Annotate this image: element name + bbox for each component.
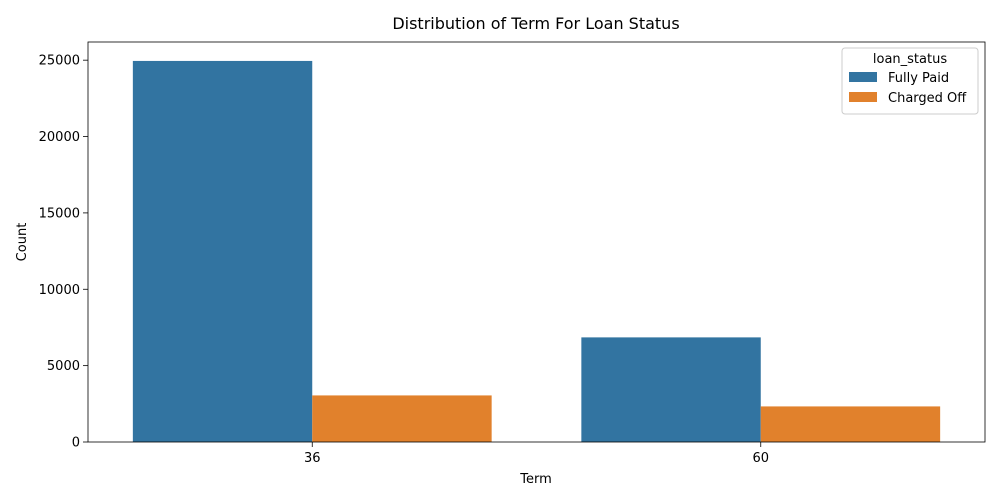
legend-title: loan_status [873,52,947,67]
legend-swatch-charged-off [849,92,877,102]
bar-fully-paid-36 [132,60,313,442]
legend: loan_status Fully Paid Charged Off [841,47,979,115]
y-axis: 0 5000 10000 15000 20000 25000 [39,54,88,451]
bar-charged-off-36 [312,395,492,442]
y-tick-label: 10000 [39,283,80,298]
y-tick-label: 15000 [39,206,80,221]
y-axis-title: Count [15,223,30,262]
y-tick-label: 0 [72,436,80,451]
bars-layer [132,60,941,442]
plot-frame [87,41,986,443]
y-tick-label: 20000 [39,130,80,145]
x-axis: 36 60 [304,442,769,466]
legend-label-fully-paid: Fully Paid [888,71,949,86]
bar-charged-off-60 [760,406,941,442]
chart-title: Distribution of Term For Loan Status [392,14,679,33]
x-tick-label: 60 [752,451,769,466]
legend-swatch-fully-paid [849,72,877,82]
y-tick-label: 5000 [47,359,80,374]
legend-label-charged-off: Charged Off [888,91,967,106]
bar-fully-paid-60 [581,337,761,442]
x-axis-title: Term [519,472,552,487]
x-tick-label: 36 [304,451,321,466]
y-tick-label: 25000 [39,54,80,69]
